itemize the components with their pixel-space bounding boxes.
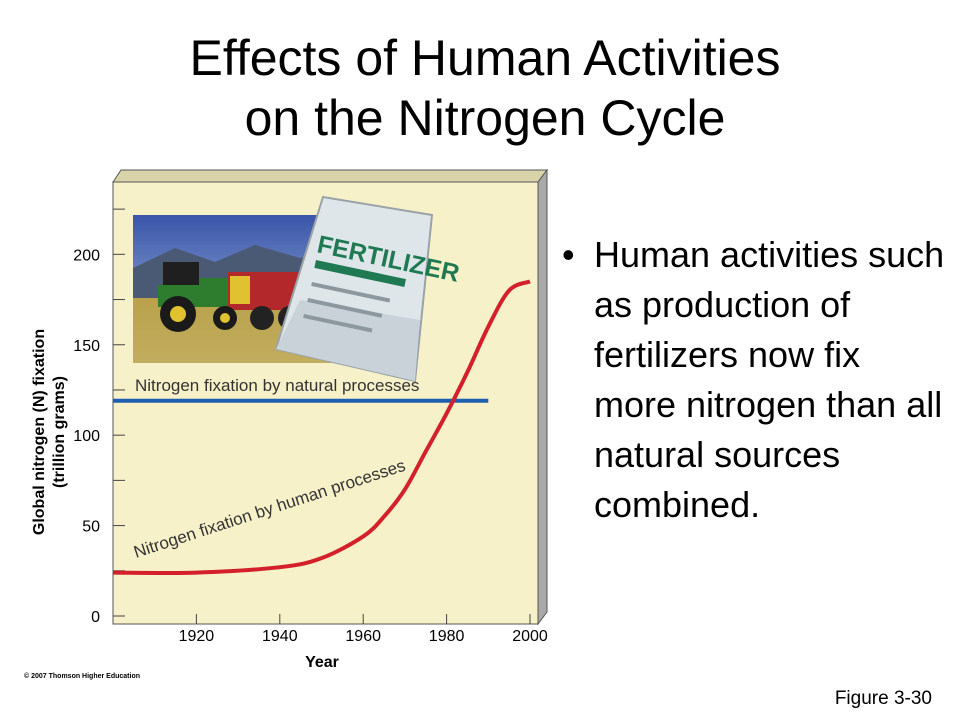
y-axis-title: Global nitrogen (N) fixation	[31, 329, 48, 535]
y-axis-unit: (trillion grams)	[51, 376, 68, 488]
x-tick-label: 1940	[262, 628, 298, 645]
title-line-1: Effects of Human Activities	[189, 30, 781, 86]
panel-side-edge	[537, 168, 548, 626]
series-label-natural: Nitrogen fixation by natural processes	[135, 376, 419, 395]
figure-label: Figure 3-30	[834, 688, 932, 709]
y-tick-label: 200	[73, 247, 100, 264]
y-tick-label: 100	[73, 428, 100, 445]
x-tick-label: 1920	[179, 628, 215, 645]
title-line-2: on the Nitrogen Cycle	[244, 90, 726, 146]
bullet-list: • Human activities such as production of…	[562, 230, 952, 530]
y-tick-label: 150	[73, 338, 100, 355]
slide-title: Effects of Human Activities on the Nitro…	[0, 28, 960, 148]
bullet-text: Human activities such as production of f…	[594, 234, 945, 525]
x-tick-label: 2000	[512, 628, 548, 645]
fertilizer-bag-icon: FERTILIZER	[274, 195, 462, 383]
series-line-human	[112, 279, 531, 575]
x-tick-label: 1960	[345, 628, 381, 645]
bullet-item: • Human activities such as production of…	[562, 230, 952, 530]
bullet-marker: •	[562, 234, 575, 275]
x-axis-title: Year	[305, 654, 339, 671]
y-axis: 0 50 100 150 200	[73, 208, 125, 626]
y-tick-label: 50	[82, 519, 100, 536]
y-tick-label: 0	[91, 609, 100, 626]
x-axis: 1920 1940 1960 1980 2000	[179, 614, 548, 645]
panel-top-edge	[112, 169, 548, 183]
nitrogen-fixation-chart: FERTILIZER 0 50 100 150 200 1920 1940 1960 1980…	[31, 168, 548, 671]
copyright-note: © 2007 Thomson Higher Education	[24, 673, 141, 680]
x-tick-label: 1980	[429, 628, 465, 645]
